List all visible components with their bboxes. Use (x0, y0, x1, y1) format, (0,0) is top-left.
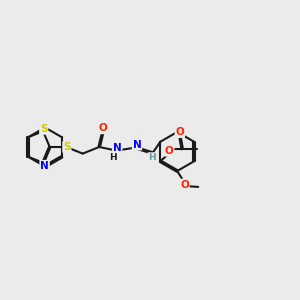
Text: S: S (40, 124, 47, 134)
Text: O: O (176, 127, 184, 137)
Text: O: O (180, 179, 189, 190)
Text: N: N (40, 161, 49, 171)
Text: H: H (148, 153, 156, 162)
Text: N: N (113, 143, 122, 153)
Text: N: N (133, 140, 141, 150)
Text: O: O (165, 146, 174, 156)
Text: H: H (109, 153, 117, 162)
Text: O: O (98, 123, 107, 134)
Text: S: S (63, 142, 70, 152)
